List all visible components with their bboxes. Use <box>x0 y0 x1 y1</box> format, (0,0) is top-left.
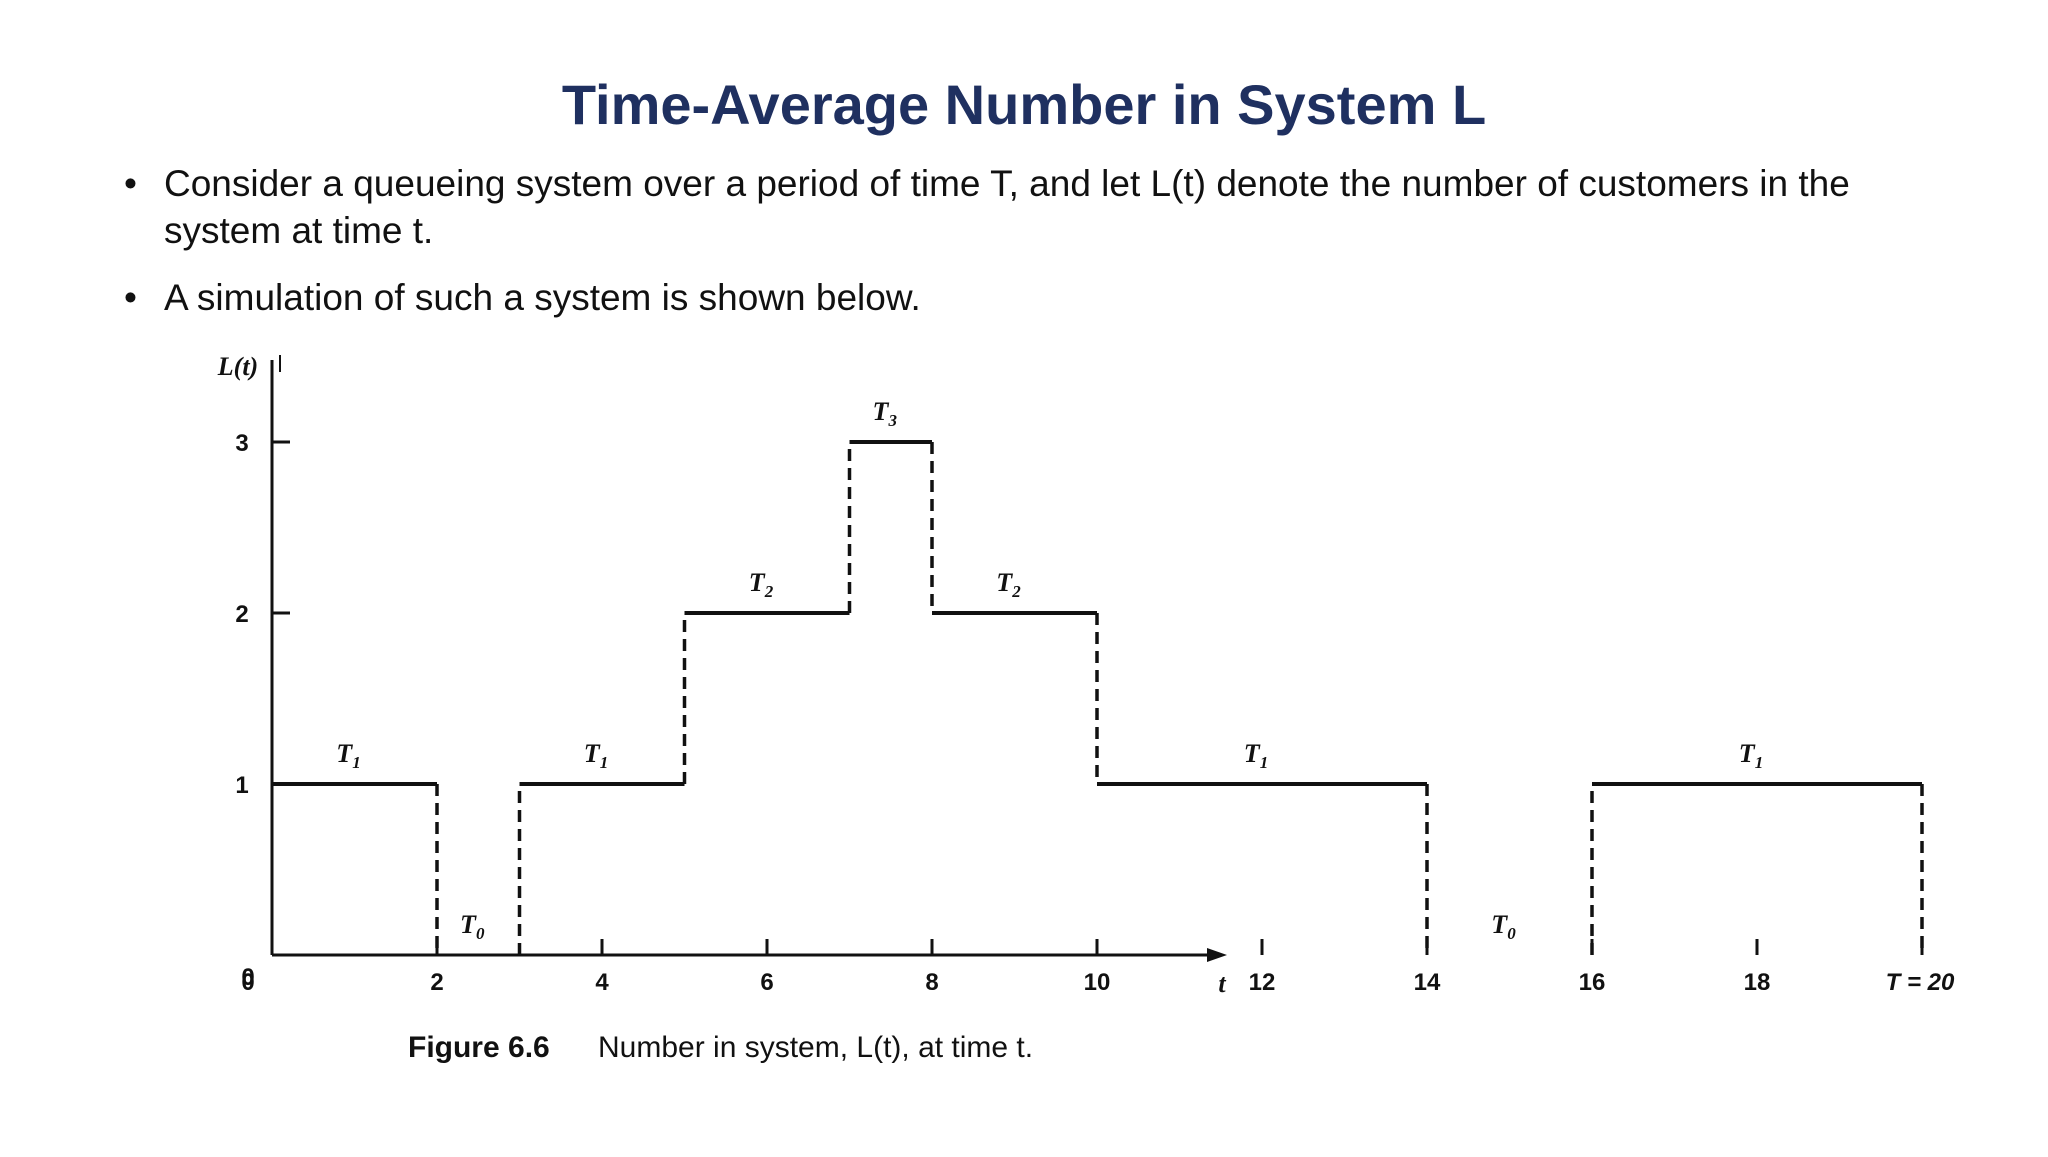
segment-label: T1 <box>1244 739 1268 772</box>
bullet-text: Consider a queueing system over a period… <box>164 163 1850 251</box>
slide-title: Time-Average Number in System L <box>561 73 1487 136</box>
x-tick-label: 10 <box>1084 969 1111 996</box>
x-tick-label: 18 <box>1744 969 1771 996</box>
y-tick-label: 1 <box>235 772 248 799</box>
x-tick-label: 0 <box>241 969 254 996</box>
bullet-dot-icon: • <box>124 163 137 204</box>
y-axis-label: L(t) <box>217 352 258 381</box>
step-series <box>270 440 1924 955</box>
figure-caption-text: Number in system, L(t), at time t. <box>598 1031 1033 1064</box>
bullet-list: • Consider a queueing system over a perio… <box>120 160 1920 341</box>
segment-labels: T1 T0 T1 T2 T3 T2 T1 T0 T1 <box>336 397 1763 943</box>
y-tick-label: 0 <box>241 964 254 991</box>
x-tick-label: 2 <box>430 969 443 996</box>
segment-label: T2 <box>996 568 1021 601</box>
y-tick-label: 3 <box>235 430 248 457</box>
segment-label: T1 <box>336 739 360 772</box>
y-tick-label: 2 <box>235 601 248 628</box>
x-axis-arrowhead <box>1207 948 1227 962</box>
bullet-text: A simulation of such a system is shown b… <box>164 277 921 318</box>
x-tick-label: 8 <box>925 969 938 996</box>
x-tick-label: 4 <box>595 969 609 996</box>
segment-label: T2 <box>749 568 774 601</box>
x-tick-label: 14 <box>1414 969 1441 996</box>
segment-label: T0 <box>460 910 485 943</box>
x-tick-label: 12 <box>1249 969 1276 996</box>
x-tick-label: 6 <box>760 969 773 996</box>
bullet-item: • Consider a queueing system over a perio… <box>120 160 1920 254</box>
x-tick-label: 16 <box>1579 969 1606 996</box>
segment-label: T1 <box>584 739 608 772</box>
figure-caption-number: Figure 6.6 <box>408 1031 550 1064</box>
segment-label: T3 <box>873 397 898 430</box>
bullet-dot-icon: • <box>124 277 137 318</box>
segment-label: T1 <box>1739 739 1763 772</box>
segment-label: T0 <box>1491 910 1516 943</box>
bullet-item: • A simulation of such a system is shown … <box>120 274 1920 321</box>
x-tick-label: T = 20 <box>1886 969 1955 996</box>
x-axis-label: t <box>1218 969 1226 998</box>
